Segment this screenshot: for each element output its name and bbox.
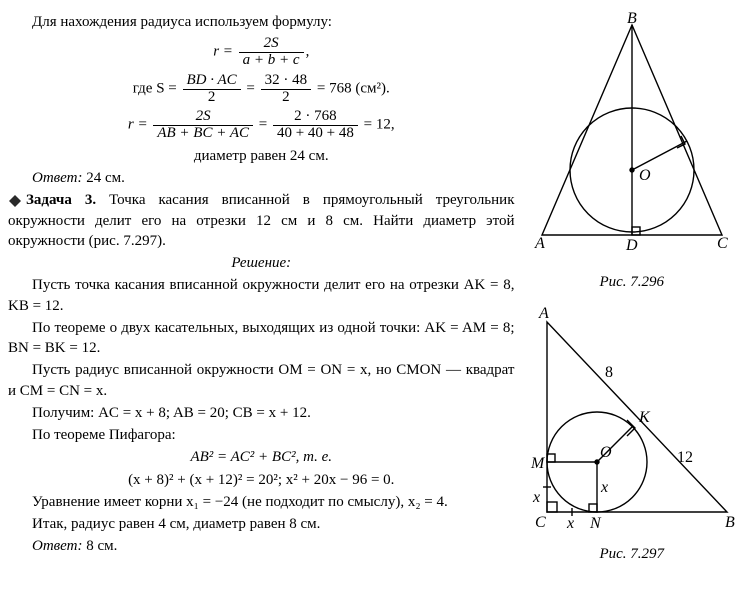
fig2-O: O — [600, 444, 612, 461]
final-line: Итак, радиус равен 4 см, диаметр равен 8… — [8, 514, 515, 534]
fig1-O: O — [639, 167, 651, 184]
roots-line: Уравнение имеет корни x₁ = −24 (не подхо… — [8, 492, 515, 512]
r-calc-f1-den: AB + BC + AC — [153, 126, 253, 142]
answer2-label: Ответ: — [32, 538, 82, 554]
bullet-icon — [8, 194, 22, 208]
fig2-B: B — [725, 514, 735, 531]
p1: Пусть точка касания вписанной окружности… — [8, 275, 515, 316]
fig1-A: A — [534, 235, 545, 252]
where-f2-num: 32 · 48 — [261, 73, 312, 90]
fig2-8: 8 — [605, 364, 613, 381]
where-tail: = 768 (см²). — [317, 80, 390, 96]
r-calc-f1-num: 2S — [153, 109, 253, 126]
fig2-A: A — [538, 305, 549, 322]
fig1-B: B — [627, 10, 637, 27]
figure-1-caption: Рис. 7.296 — [523, 272, 742, 292]
p4: Получим: AC = x + 8; AB = 20; CB = x + 1… — [8, 403, 515, 423]
figure-2-caption: Рис. 7.297 — [523, 544, 742, 564]
task-block: Задача 3. Точка касания вписанной в прям… — [8, 190, 515, 251]
figure-2-svg: A B C K M N O 8 12 x x x — [527, 302, 737, 542]
fig1-C: C — [717, 235, 728, 252]
fig2-x2: x — [566, 515, 574, 532]
fig2-N: N — [589, 515, 602, 532]
answer1-value: 24 см. — [86, 170, 125, 186]
r-calc: r = 2S AB + BC + AC = 2 · 768 40 + 40 + … — [8, 109, 515, 142]
fig2-12: 12 — [677, 449, 693, 466]
where-line: где S = BD · AC 2 = 32 · 48 2 = 768 (см²… — [8, 73, 515, 106]
where-f1-den: 2 — [183, 90, 241, 106]
answer1-label: Ответ: — [32, 170, 82, 186]
formula-r: r = 2S a + b + c , — [8, 36, 515, 69]
solution-label: Решение: — [8, 253, 515, 273]
fig2-M: M — [530, 455, 546, 472]
r-calc-f2: 2 · 768 40 + 40 + 48 — [273, 109, 358, 142]
formula-r-den: a + b + c — [239, 53, 304, 69]
figure-1-svg: A B C D O — [527, 10, 737, 270]
diam-line: диаметр равен 24 см. — [8, 146, 515, 166]
r-calc-tail: = 12, — [364, 117, 395, 133]
pyth-eq2: (x + 8)² + (x + 12)² = 20²; x² + 20x − 9… — [8, 470, 515, 490]
where-f1: BD · AC 2 — [183, 73, 241, 106]
pyth-label: По теореме Пифагора: — [8, 425, 515, 445]
fig2-C: C — [535, 514, 546, 531]
answer1: Ответ: 24 см. — [8, 168, 515, 188]
where-mid: = — [246, 80, 254, 96]
page: Для нахождения радиуса используем формул… — [8, 10, 741, 575]
p2: По теореме о двух касательных, выходящих… — [8, 318, 515, 359]
formula-r-frac: 2S a + b + c — [239, 36, 304, 69]
answer2: Ответ: 8 см. — [8, 536, 515, 556]
fig1-D: D — [625, 237, 638, 254]
p3: Пусть радиус вписанной окружности OM = O… — [8, 360, 515, 401]
r-calc-pre: r = — [128, 117, 148, 133]
where-f1-num: BD · AC — [183, 73, 241, 90]
answer2-value: 8 см. — [86, 538, 117, 554]
r-calc-f1: 2S AB + BC + AC — [153, 109, 253, 142]
formula-r-num: 2S — [239, 36, 304, 53]
intro-line: Для нахождения радиуса используем формул… — [8, 12, 515, 32]
pyth-eq1: AB² = AC² + BC², т. е. — [8, 447, 515, 467]
where-pre: где S = — [133, 80, 177, 96]
formula-r-left: r = — [213, 44, 233, 60]
figure-column: A B C D O Рис. 7.296 — [523, 10, 742, 575]
formula-r-tail: , — [306, 44, 310, 60]
r-calc-mid: = — [259, 117, 267, 133]
r-calc-f2-den: 40 + 40 + 48 — [273, 126, 358, 142]
text-column: Для нахождения радиуса используем формул… — [8, 10, 523, 575]
fig2-x3: x — [600, 479, 608, 496]
where-f2-den: 2 — [261, 90, 312, 106]
r-calc-f2-num: 2 · 768 — [273, 109, 358, 126]
fig2-K: K — [638, 409, 651, 426]
where-f2: 32 · 48 2 — [261, 73, 312, 106]
fig2-x1: x — [532, 489, 540, 506]
task-label: Задача 3. — [26, 192, 96, 208]
